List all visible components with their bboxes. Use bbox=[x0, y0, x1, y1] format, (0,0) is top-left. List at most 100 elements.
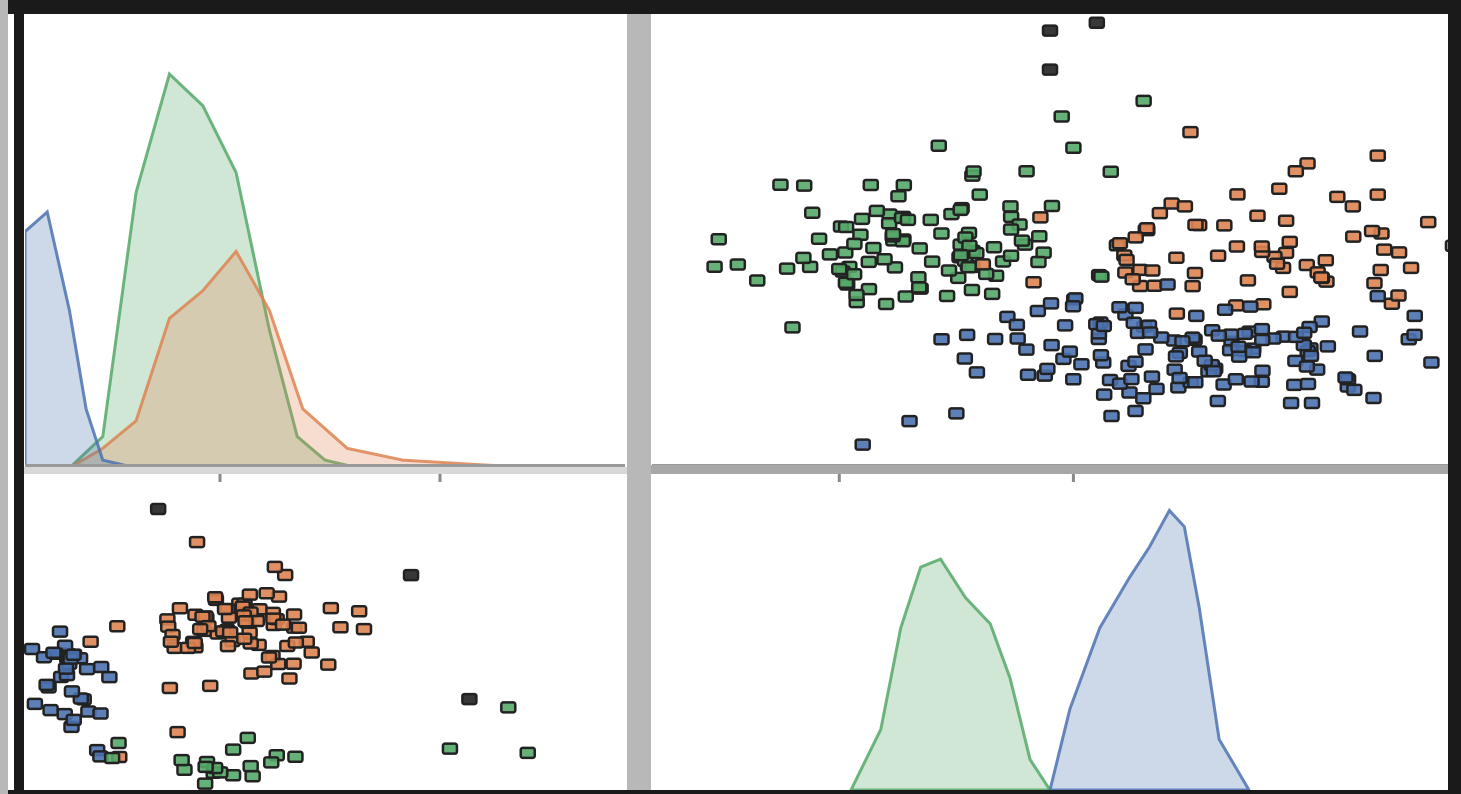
scatter-point bbox=[1065, 141, 1082, 155]
scatter-point bbox=[1124, 272, 1141, 286]
scatter-point bbox=[974, 258, 992, 271]
scatter-point bbox=[206, 591, 224, 604]
scatter-point bbox=[983, 287, 1001, 301]
scatter-point bbox=[845, 268, 863, 281]
scatter-point bbox=[1244, 346, 1262, 359]
scatter-point bbox=[1095, 388, 1113, 401]
scatter-point bbox=[1295, 326, 1313, 340]
scatter-point bbox=[1125, 316, 1143, 329]
scatter-point bbox=[1423, 356, 1440, 369]
scatter-point bbox=[784, 321, 801, 334]
scatter-point bbox=[1144, 264, 1161, 277]
gutter-horizontal-right bbox=[651, 465, 1448, 474]
scatter-point bbox=[320, 658, 337, 671]
scatter-point bbox=[1135, 94, 1152, 108]
scatter-point bbox=[901, 414, 918, 428]
scatter-point bbox=[1299, 157, 1316, 170]
scatter-point bbox=[795, 179, 813, 192]
scatter-point bbox=[1242, 300, 1259, 313]
plot-area bbox=[706, 16, 1448, 451]
scatter-point bbox=[1002, 223, 1020, 236]
scatter-point bbox=[242, 759, 259, 773]
scatter-point bbox=[1346, 383, 1363, 397]
scatter-point bbox=[266, 560, 284, 574]
scatter-point bbox=[848, 288, 865, 302]
scatter-point bbox=[958, 328, 976, 342]
scatter-point bbox=[1041, 24, 1059, 37]
scatter-point bbox=[971, 188, 989, 201]
scatter-point bbox=[1369, 289, 1387, 303]
scatter-point bbox=[965, 165, 982, 178]
scatter-point bbox=[795, 251, 812, 265]
scatter-point bbox=[821, 248, 839, 261]
scatter-series-2 bbox=[103, 701, 536, 790]
scatter-point bbox=[1402, 261, 1420, 275]
scatter-point bbox=[355, 622, 373, 636]
scatter-point bbox=[895, 178, 913, 192]
scatter-point bbox=[441, 742, 459, 755]
scatter-point bbox=[853, 212, 871, 226]
scatter-point bbox=[1196, 354, 1213, 368]
scatter-point bbox=[1227, 373, 1245, 386]
scatter-point bbox=[1143, 370, 1161, 383]
frame-right bbox=[1448, 0, 1461, 794]
scatter-point bbox=[1061, 345, 1079, 358]
scatter-point bbox=[1171, 371, 1188, 385]
scatter-point bbox=[219, 639, 237, 653]
scatter-point bbox=[890, 189, 907, 203]
scatter-point bbox=[78, 662, 96, 676]
scatter-point bbox=[235, 632, 253, 645]
scatter-point bbox=[281, 672, 298, 685]
scatter-point bbox=[322, 601, 340, 615]
scatter-point bbox=[1366, 276, 1383, 290]
scatter-point bbox=[1030, 255, 1047, 269]
scatter-point bbox=[1286, 378, 1303, 392]
scatter-point bbox=[778, 262, 796, 275]
scatter-point bbox=[1351, 325, 1369, 338]
scatter-point bbox=[1372, 263, 1389, 277]
scatter-point bbox=[1102, 165, 1120, 178]
scatter-point bbox=[201, 679, 219, 693]
scatter-point bbox=[1111, 236, 1129, 250]
scatter-point bbox=[258, 587, 275, 600]
scatter-point bbox=[285, 657, 302, 671]
scatter-point bbox=[1271, 182, 1288, 196]
scatter-point bbox=[1176, 200, 1194, 213]
scatter-point bbox=[45, 646, 62, 659]
scatter-point bbox=[1042, 297, 1060, 310]
scatter-point bbox=[196, 777, 214, 790]
scatter-point bbox=[772, 178, 789, 192]
scatter-point bbox=[1390, 289, 1407, 302]
scatter-point bbox=[186, 636, 204, 650]
scatter-point bbox=[1148, 382, 1165, 396]
scatter-series-2 bbox=[854, 278, 1440, 451]
panel-bottom-right-kde bbox=[634, 507, 1251, 790]
scatter-point bbox=[922, 213, 939, 227]
scatter-series-3 bbox=[149, 502, 478, 706]
scatter-point bbox=[1229, 188, 1246, 201]
scatter-point bbox=[1230, 340, 1247, 354]
scatter-point bbox=[1093, 270, 1110, 283]
scatter-point bbox=[1127, 231, 1144, 244]
scatter-point bbox=[1127, 355, 1144, 368]
scatter-point bbox=[350, 605, 368, 618]
scatter-point bbox=[810, 232, 828, 246]
scatter-point bbox=[748, 274, 766, 287]
scatter-point bbox=[1056, 319, 1074, 332]
scatter-point bbox=[103, 751, 121, 765]
plot-area bbox=[25, 71, 581, 468]
scatter-point bbox=[1053, 110, 1070, 123]
scatter-point bbox=[1018, 164, 1035, 178]
plot-area bbox=[849, 507, 1251, 790]
scatter-point bbox=[1444, 239, 1448, 253]
scatter-point bbox=[1313, 271, 1330, 284]
scatter-point bbox=[237, 614, 254, 628]
scatter-point bbox=[960, 261, 977, 274]
scatter-point bbox=[1137, 343, 1154, 356]
scatter-point bbox=[1303, 396, 1321, 410]
scatter-point bbox=[804, 206, 821, 220]
scatter-point bbox=[1187, 218, 1204, 232]
scatter-point bbox=[1369, 188, 1387, 201]
scatter-point bbox=[1141, 326, 1159, 339]
